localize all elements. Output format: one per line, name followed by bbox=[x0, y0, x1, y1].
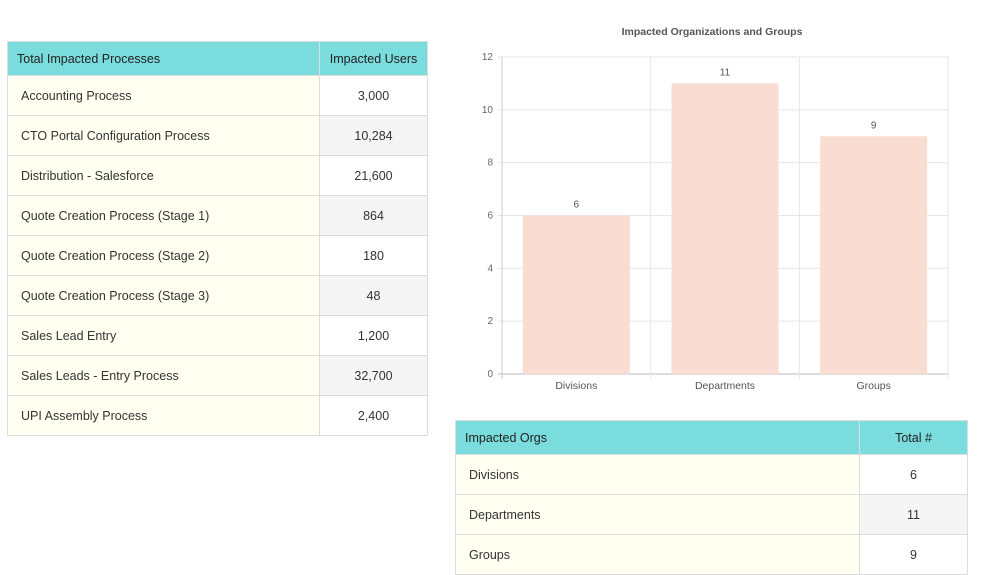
process-name: CTO Portal Configuration Process bbox=[7, 115, 320, 156]
column-header-total[interactable]: Total # bbox=[859, 420, 968, 455]
table-row[interactable]: Accounting Process 3,000 bbox=[7, 75, 428, 116]
process-name: Quote Creation Process (Stage 1) bbox=[7, 195, 320, 236]
impacted-orgs-bar-chart: Impacted Organizations and Groups 0 2 4 6 8 1… bbox=[482, 26, 949, 392]
y-tick-label: 2 bbox=[487, 316, 493, 327]
org-name: Groups bbox=[455, 534, 860, 575]
x-tick-label: Divisions bbox=[555, 380, 597, 392]
y-tick-label: 12 bbox=[482, 52, 494, 63]
bar-data-label: 9 bbox=[871, 120, 877, 131]
impacted-orgs-table: Impacted Orgs Total # Divisions 6 Depart… bbox=[455, 420, 968, 575]
bar-data-label: 11 bbox=[720, 67, 731, 78]
process-name: Quote Creation Process (Stage 2) bbox=[7, 235, 320, 276]
org-total-value: 11 bbox=[859, 494, 968, 535]
table-row[interactable]: Quote Creation Process (Stage 3) 48 bbox=[7, 275, 428, 316]
y-tick-label: 6 bbox=[487, 211, 493, 222]
column-header-process[interactable]: Total Impacted Processes bbox=[7, 41, 320, 76]
bar-groups[interactable] bbox=[820, 136, 928, 374]
process-name: Quote Creation Process (Stage 3) bbox=[7, 275, 320, 316]
impacted-processes-table: Total Impacted Processes Impacted Users … bbox=[7, 41, 428, 436]
impacted-users-value: 3,000 bbox=[319, 75, 428, 116]
impacted-users-value: 10,284 bbox=[319, 115, 428, 156]
column-header-users[interactable]: Impacted Users bbox=[319, 41, 428, 76]
table-header-row: Total Impacted Processes Impacted Users bbox=[7, 41, 428, 76]
impacted-users-value: 864 bbox=[319, 195, 428, 236]
table-row[interactable]: Groups 9 bbox=[455, 534, 968, 575]
impacted-users-value: 21,600 bbox=[319, 155, 428, 196]
table-row[interactable]: Sales Leads - Entry Process 32,700 bbox=[7, 355, 428, 396]
impacted-users-value: 1,200 bbox=[319, 315, 428, 356]
process-name: Sales Leads - Entry Process bbox=[7, 355, 320, 396]
table-row[interactable]: Divisions 6 bbox=[455, 454, 968, 495]
chart-title: Impacted Organizations and Groups bbox=[622, 26, 803, 38]
process-name: UPI Assembly Process bbox=[7, 395, 320, 436]
y-tick-label: 8 bbox=[487, 158, 493, 169]
bar-data-label: 6 bbox=[574, 200, 580, 211]
column-header-orgs[interactable]: Impacted Orgs bbox=[455, 420, 860, 455]
x-tick-label: Groups bbox=[856, 380, 890, 392]
org-name: Departments bbox=[455, 494, 860, 535]
org-total-value: 6 bbox=[859, 454, 968, 495]
y-tick-label: 4 bbox=[487, 263, 493, 274]
impacted-users-value: 2,400 bbox=[319, 395, 428, 436]
table-row[interactable]: UPI Assembly Process 2,400 bbox=[7, 395, 428, 436]
bar-departments[interactable] bbox=[671, 83, 779, 375]
process-name: Sales Lead Entry bbox=[7, 315, 320, 356]
org-name: Divisions bbox=[455, 454, 860, 495]
process-name: Accounting Process bbox=[7, 75, 320, 116]
table-row[interactable]: Quote Creation Process (Stage 1) 864 bbox=[7, 195, 428, 236]
table-row[interactable]: Quote Creation Process (Stage 2) 180 bbox=[7, 235, 428, 276]
bar-divisions[interactable] bbox=[522, 215, 630, 375]
table-row[interactable]: Distribution - Salesforce 21,600 bbox=[7, 155, 428, 196]
table-header-row: Impacted Orgs Total # bbox=[455, 420, 968, 455]
impacted-users-value: 32,700 bbox=[319, 355, 428, 396]
impacted-users-value: 48 bbox=[319, 275, 428, 316]
x-tick-label: Departments bbox=[695, 380, 755, 392]
y-tick-label: 10 bbox=[482, 105, 494, 116]
table-row[interactable]: CTO Portal Configuration Process 10,284 bbox=[7, 115, 428, 156]
table-row[interactable]: Departments 11 bbox=[455, 494, 968, 535]
table-row[interactable]: Sales Lead Entry 1,200 bbox=[7, 315, 428, 356]
org-total-value: 9 bbox=[859, 534, 968, 575]
process-name: Distribution - Salesforce bbox=[7, 155, 320, 196]
impacted-users-value: 180 bbox=[319, 235, 428, 276]
y-tick-label: 0 bbox=[487, 369, 493, 380]
